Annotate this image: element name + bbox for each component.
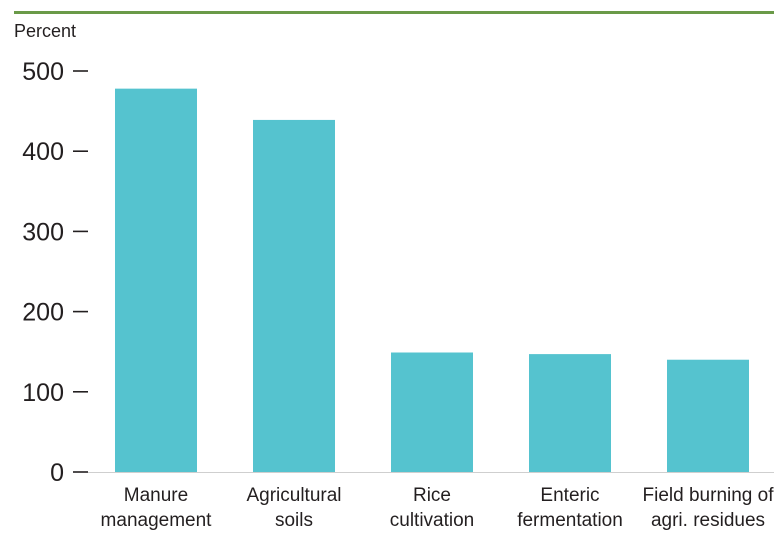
y-tick-label: 200 xyxy=(22,299,64,327)
top-rule xyxy=(14,11,774,14)
bar xyxy=(667,359,749,472)
y-axis: 0 100 200 300 400 500 xyxy=(22,58,774,487)
y-tick-label: 400 xyxy=(22,138,64,166)
bar xyxy=(529,354,611,472)
y-tick-label: 100 xyxy=(22,379,64,407)
y-tick-label: 500 xyxy=(22,58,64,86)
x-category-label: Manure management xyxy=(101,485,213,531)
bar xyxy=(253,119,335,472)
x-category-label: Agricultural soils xyxy=(246,485,341,531)
bar xyxy=(115,88,197,473)
y-tick-label: 300 xyxy=(22,218,64,246)
y-tick-label: 0 xyxy=(50,459,64,487)
x-category-label: Field burning of agri. residues xyxy=(643,485,774,531)
bars xyxy=(115,88,749,473)
y-axis-unit-label: Percent xyxy=(14,21,77,41)
bar xyxy=(391,352,473,472)
x-axis-labels: Manure management Agricultural soils Rice cul… xyxy=(101,485,774,531)
x-category-label: Rice cultivation xyxy=(390,485,475,531)
x-category-label: Enteric fermentation xyxy=(517,485,623,531)
